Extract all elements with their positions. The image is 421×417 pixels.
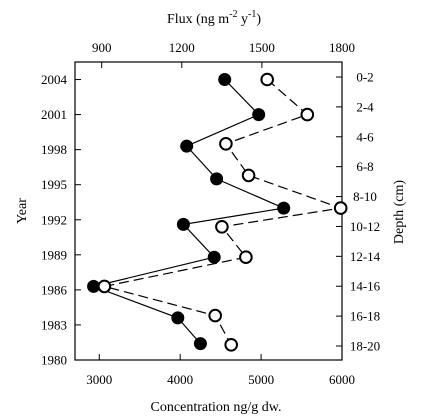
right-axis-title: Depth (cm) [392,180,407,244]
top-axis-tick-label: 1500 [249,40,275,55]
left-axis-title: Year [15,198,30,224]
series-2 [97,72,348,352]
left-axis-tick-label: 1992 [41,212,67,227]
left-axis-tick-label: 1998 [41,142,67,157]
data-point [300,107,315,122]
top-axis-tick-label: 1200 [169,40,195,55]
right-axis-tick-label: 18-20 [350,339,380,354]
data-point [193,337,207,351]
bottom-axis: 3000 4000 5000 6000 [86,354,355,387]
left-axis: 1980 1983 1986 1989 1992 1995 1998 2001 2004 [41,72,81,368]
right-axis-tick-label: 16-18 [350,309,380,324]
right-axis-tick-label: 2-4 [356,99,374,114]
data-point [208,308,222,323]
top-axis-tick-label: 1800 [329,40,355,55]
data-point [239,250,253,265]
left-axis-tick-label: 1989 [41,247,67,262]
right-axis-tick-label: 6-8 [356,159,373,174]
data-point [207,250,221,264]
right-axis-tick-label: 10-12 [350,219,380,234]
bottom-axis-tick-label: 6000 [329,372,355,387]
left-axis-tick-label: 1983 [41,317,67,332]
right-axis-tick-label: 14-16 [350,279,381,294]
series-layer [87,72,348,352]
bottom-axis-tick-label: 5000 [248,372,274,387]
data-point [210,172,224,186]
bottom-axis-tick-label: 3000 [86,372,112,387]
data-point [215,220,229,234]
data-point [97,279,112,294]
series-line [91,79,286,344]
left-axis-tick-label: 1986 [41,282,68,297]
right-axis-tick-label: 4-6 [356,129,374,144]
data-point [252,108,266,122]
series-1 [87,73,291,351]
data-point [180,139,194,153]
top-axis-tick-label: 900 [92,40,112,55]
top-axis-title: Flux (ng m-2 y-1) [167,9,261,27]
left-axis-tick-label: 2001 [41,107,67,122]
right-axis-tick-label: 8-10 [353,189,377,204]
data-point [260,72,275,87]
data-point [218,73,232,86]
data-point [219,137,233,151]
data-point [176,217,190,231]
series-line [104,79,341,346]
data-point [224,338,238,352]
data-point [241,168,256,183]
right-axis-tick-label: 0-2 [356,70,373,85]
data-point [171,311,185,325]
right-axis-tick-label: 12-14 [350,249,381,264]
left-axis-tick-label: 2004 [41,72,68,87]
data-point [333,201,348,215]
left-axis-tick-label: 1995 [41,177,67,192]
bottom-axis-tick-label: 4000 [167,372,193,387]
top-axis: 900 1200 1500 1800 [92,40,355,68]
left-axis-tick-label: 1980 [41,353,67,368]
bottom-axis-title: Concentration ng/g dw. [151,400,282,415]
data-point [277,201,291,215]
right-axis: 0-2 2-4 4-6 6-8 8-10 10-12 12-14 14-16 16-18 18-2… [336,70,381,354]
